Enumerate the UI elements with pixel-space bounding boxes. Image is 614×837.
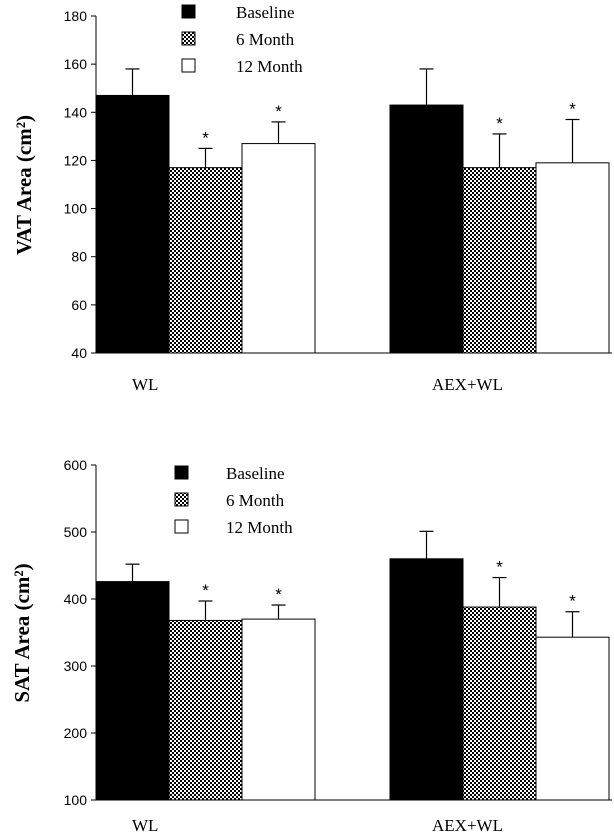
vat-legend-label-12-month: 12 Month (236, 57, 303, 76)
sat-legend-swatch-6-month (174, 492, 189, 507)
vat-y-axis-title: VAT Area (cm²) (12, 115, 36, 255)
sat-significance-mark-12-month-wl: * (275, 585, 282, 604)
vat-category-label-wl: WL (132, 375, 158, 394)
vat-bar-6-month-aex-wl (462, 167, 537, 354)
vat-y-tick-label: 60 (71, 297, 87, 313)
vat-y-tick-label: 100 (64, 201, 88, 217)
sat-bar-12-month-aex-wl (535, 636, 610, 801)
vat-bar-12-month-aex-wl (535, 162, 610, 354)
vat-y-tick-label: 140 (64, 104, 88, 120)
sat-y-tick-label: 100 (64, 792, 88, 808)
vat-bar-6-month-wl (168, 167, 243, 354)
vat-bar-12-month-wl (241, 143, 316, 354)
vat-category-label-aex-wl: AEX+WL (432, 375, 503, 394)
sat-bar-12-month-wl (241, 618, 316, 801)
vat-legend-label-baseline: Baseline (236, 3, 295, 22)
vat-bar-baseline-wl (95, 94, 170, 354)
vat-significance-mark-6-month-wl: * (202, 128, 209, 147)
vat-legend-swatch-6-month (181, 31, 196, 46)
sat-y-tick-label: 300 (64, 658, 88, 674)
sat-bar-6-month-aex-wl (462, 606, 537, 801)
sat-bar-baseline-wl (95, 581, 170, 801)
vat-significance-mark-6-month-aex-wl: * (496, 114, 503, 133)
sat-bar-6-month-wl (168, 619, 243, 801)
sat-y-axis-title: SAT Area (cm²) (10, 563, 34, 702)
vat-y-tick-label: 40 (71, 345, 87, 361)
sat-legend-label-6-month: 6 Month (226, 491, 285, 510)
vat-significance-mark-12-month-aex-wl: * (569, 100, 576, 119)
sat-legend-swatch-12-month (174, 519, 189, 534)
vat-legend-swatch-baseline (181, 4, 196, 19)
sat-legend-label-12-month: 12 Month (226, 518, 293, 537)
vat-y-tick-label: 80 (71, 249, 87, 265)
sat-y-tick-label: 400 (64, 591, 88, 607)
sat-legend-label-baseline: Baseline (226, 464, 285, 483)
sat-significance-mark-12-month-aex-wl: * (569, 592, 576, 611)
sat-y-tick-label: 500 (64, 524, 88, 540)
vat-chart-panel: 40 60 80 100 120 140 160 180 VAT Area (cm²) * * WL *… (12, 3, 612, 394)
sat-legend-swatch-baseline (174, 465, 189, 480)
sat-category-label-wl: WL (132, 816, 158, 835)
sat-category-label-aex-wl: AEX+WL (432, 816, 503, 835)
vat-legend-swatch-12-month (181, 58, 196, 73)
sat-significance-mark-6-month-aex-wl: * (496, 558, 503, 577)
sat-significance-mark-6-month-wl: * (202, 581, 209, 600)
vat-bar-baseline-aex-wl (389, 104, 464, 354)
sat-y-tick-label: 600 (64, 457, 88, 473)
sat-chart-panel: 100 200 300 400 500 600 SAT Area (cm²) * * WL * * AE… (10, 457, 612, 835)
sat-y-tick-label: 200 (64, 725, 88, 741)
vat-significance-mark-12-month-wl: * (275, 102, 282, 121)
sat-bar-baseline-aex-wl (389, 558, 464, 801)
vat-y-tick-label: 160 (64, 56, 88, 72)
vat-legend-label-6-month: 6 Month (236, 30, 295, 49)
vat-y-tick-label: 180 (64, 8, 88, 24)
vat-y-tick-label: 120 (64, 152, 88, 168)
